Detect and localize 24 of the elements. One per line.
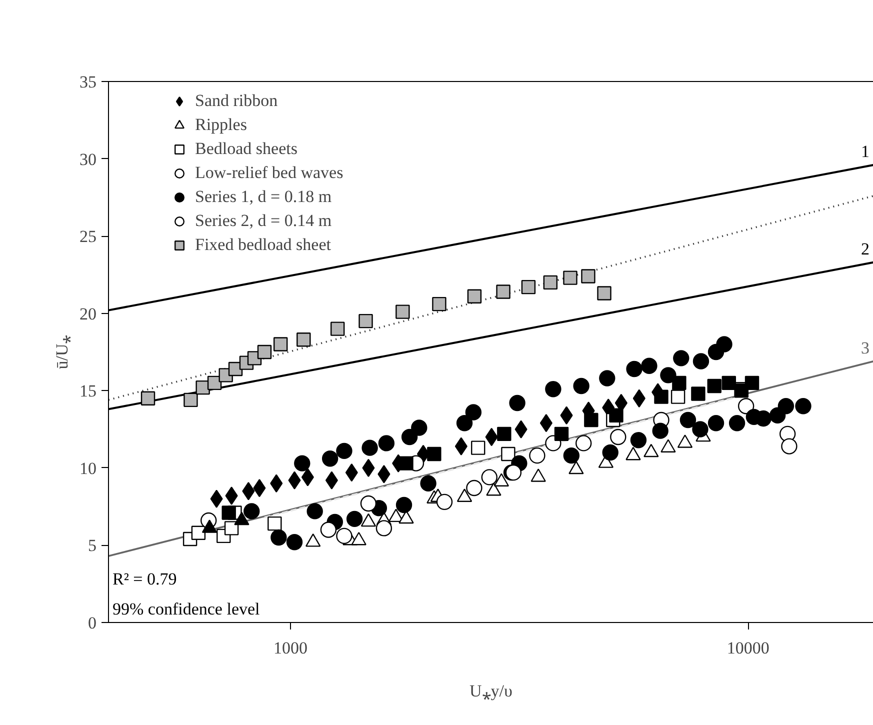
legend-label: Sand ribbon (195, 90, 278, 112)
annotation: R² = 0.79 (112, 570, 177, 588)
legend-label: Fixed bedload sheet (195, 234, 331, 256)
y-tick-label: 35 (80, 72, 96, 92)
x-axis-title: U⁎y/υ (470, 682, 512, 700)
y-tick-label: 10 (80, 458, 96, 478)
legend-label: Low-relief bed waves (195, 162, 344, 184)
y-tick-label: 30 (80, 150, 96, 169)
y-tick-label: 0 (88, 614, 96, 632)
annotation: 99% confidence level (112, 600, 260, 618)
legend-label: Series 2, d = 0.14 m (195, 210, 332, 232)
series-label: 3 (861, 338, 870, 358)
x-tick-label: 10000 (726, 638, 770, 658)
x-tick-label: 1000 (274, 638, 308, 658)
y-tick-label: 20 (80, 304, 96, 324)
y-axis-title: ū/U⁎ (52, 334, 72, 370)
legend-label: Bedload sheets (195, 138, 298, 160)
series-label: 1 (861, 142, 870, 161)
y-tick-label: 15 (80, 382, 96, 401)
y-tick-label: 25 (80, 227, 96, 246)
legend-label: Series 1, d = 0.18 m (195, 186, 332, 208)
series-label: 2 (861, 239, 870, 258)
y-tick-label: 5 (88, 536, 96, 556)
legend-label: Ripples (195, 114, 247, 136)
